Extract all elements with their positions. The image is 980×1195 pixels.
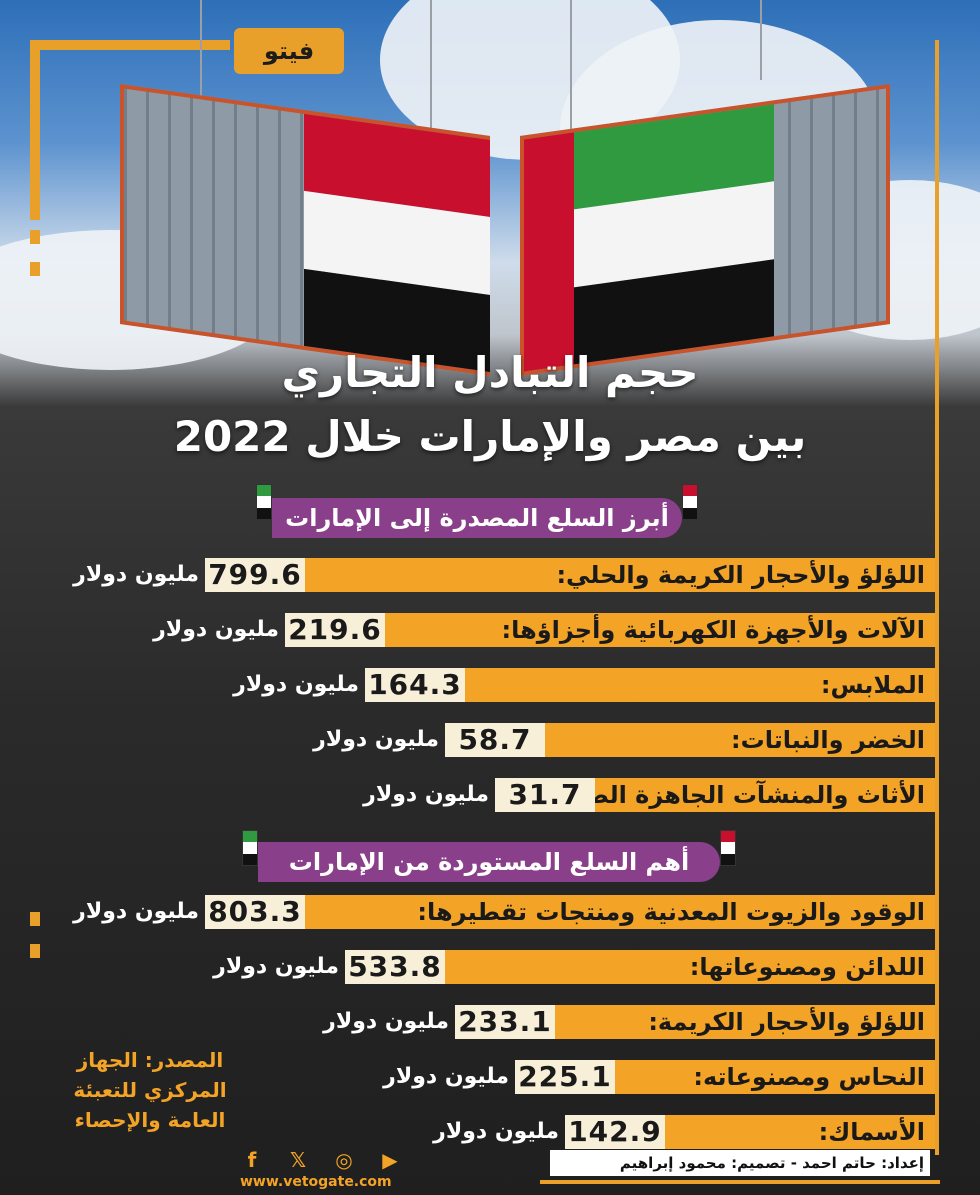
item-unit: مليون دولار xyxy=(383,1064,509,1089)
exports-heading: أبرز السلع المصدرة إلى الإمارات xyxy=(272,498,682,538)
list-item: الأثاث والمنشآت الجاهزة الصنع: 31.7 مليون … xyxy=(0,778,935,812)
frame-left xyxy=(30,40,40,220)
item-value: 533.8 xyxy=(345,950,445,984)
crane-cable xyxy=(760,0,762,80)
frame-dash xyxy=(30,944,40,958)
youtube-icon[interactable]: ▶ xyxy=(382,1148,398,1172)
crane-cable xyxy=(430,0,432,150)
egypt-flag xyxy=(304,113,490,372)
egypt-mini-flag-icon xyxy=(682,484,698,520)
item-bar xyxy=(285,613,935,647)
item-value: 219.6 xyxy=(285,613,385,647)
source-note: المصدر: الجهاز المركزي للتعبئة العامة وا… xyxy=(73,1048,227,1132)
uae-mini-flag-icon xyxy=(256,484,272,520)
item-label: الوقود والزيوت المعدنية ومنتجات تقطيرها: xyxy=(417,898,925,926)
frame-dash xyxy=(30,912,40,926)
item-unit: مليون دولار xyxy=(213,954,339,979)
social-links: f 𝕏 ◎ ▶ xyxy=(240,1148,402,1172)
list-item: اللدائن ومصنوعاتها: 533.8 مليون دولار xyxy=(0,950,935,984)
credits: إعداد: حاتم احمد - تصميم: محمود إبراهيم xyxy=(550,1150,930,1176)
crane-cable xyxy=(570,0,572,150)
title-line-2: بين مصر والإمارات خلال 2022 xyxy=(173,412,807,461)
frame-dash xyxy=(30,230,40,244)
twitter-icon[interactable]: 𝕏 xyxy=(289,1148,307,1172)
list-item: النحاس ومصنوعاته: 225.1 مليون دولار xyxy=(0,1060,935,1094)
item-value: 803.3 xyxy=(205,895,305,929)
item-unit: مليون دولار xyxy=(363,782,489,807)
item-label: اللؤلؤ والأحجار الكريمة: xyxy=(648,1008,925,1036)
item-label: النحاس ومصنوعاته: xyxy=(693,1063,925,1091)
imports-heading: أهم السلع المستوردة من الإمارات xyxy=(258,842,720,882)
title-line-1: حجم التبادل التجاري xyxy=(281,348,699,397)
item-unit: مليون دولار xyxy=(433,1119,559,1144)
facebook-icon[interactable]: f xyxy=(247,1148,257,1172)
item-value: 799.6 xyxy=(205,558,305,592)
instagram-icon[interactable]: ◎ xyxy=(335,1148,353,1172)
list-item: اللؤلؤ والأحجار الكريمة والحلي: 799.6 مليو… xyxy=(0,558,935,592)
item-value: 233.1 xyxy=(455,1005,555,1039)
item-unit: مليون دولار xyxy=(73,562,199,587)
item-label: الأسماك: xyxy=(818,1118,925,1146)
item-label: الآلات والأجهزة الكهربائية وأجزاؤها: xyxy=(501,616,925,644)
list-item: الآلات والأجهزة الكهربائية وأجزاؤها: 219.… xyxy=(0,613,935,647)
crane-cable xyxy=(200,0,202,110)
item-unit: مليون دولار xyxy=(323,1009,449,1034)
brand-logo[interactable]: فيتو xyxy=(234,28,344,74)
list-item: الخضر والنباتات: 58.7 مليون دولار xyxy=(0,723,935,757)
list-item: الملابس: 164.3 مليون دولار xyxy=(0,668,935,702)
uae-container xyxy=(520,83,890,377)
item-value: 58.7 xyxy=(445,723,545,757)
item-value: 164.3 xyxy=(365,668,465,702)
item-value: 142.9 xyxy=(565,1115,665,1149)
list-item: الوقود والزيوت المعدنية ومنتجات تقطيرها:… xyxy=(0,895,935,929)
uae-flag-red xyxy=(524,132,574,372)
item-unit: مليون دولار xyxy=(73,899,199,924)
item-label: الأثاث والمنشآت الجاهزة الصنع: xyxy=(550,781,925,809)
item-unit: مليون دولار xyxy=(233,672,359,697)
item-value: 31.7 xyxy=(495,778,595,812)
list-item: اللؤلؤ والأحجار الكريمة: 233.1 مليون دولار xyxy=(0,1005,935,1039)
frame-dash xyxy=(30,262,40,276)
item-value: 225.1 xyxy=(515,1060,615,1094)
frame-bottom xyxy=(540,1180,940,1184)
item-label: الملابس: xyxy=(820,671,925,699)
item-label: الخضر والنباتات: xyxy=(731,726,925,754)
item-unit: مليون دولار xyxy=(153,617,279,642)
item-label: اللدائن ومصنوعاتها: xyxy=(689,953,925,981)
item-bar xyxy=(205,895,935,929)
egypt-mini-flag-icon xyxy=(720,830,736,866)
item-unit: مليون دولار xyxy=(313,727,439,752)
item-label: اللؤلؤ والأحجار الكريمة والحلي: xyxy=(556,561,925,589)
frame-top xyxy=(30,40,230,50)
uae-mini-flag-icon xyxy=(242,830,258,866)
uae-flag xyxy=(574,104,774,365)
website-link[interactable]: www.vetogate.com xyxy=(240,1174,392,1190)
item-bar xyxy=(205,558,935,592)
frame-right xyxy=(935,40,939,1155)
list-item: الأسماك: 142.9 مليون دولار xyxy=(0,1115,935,1149)
